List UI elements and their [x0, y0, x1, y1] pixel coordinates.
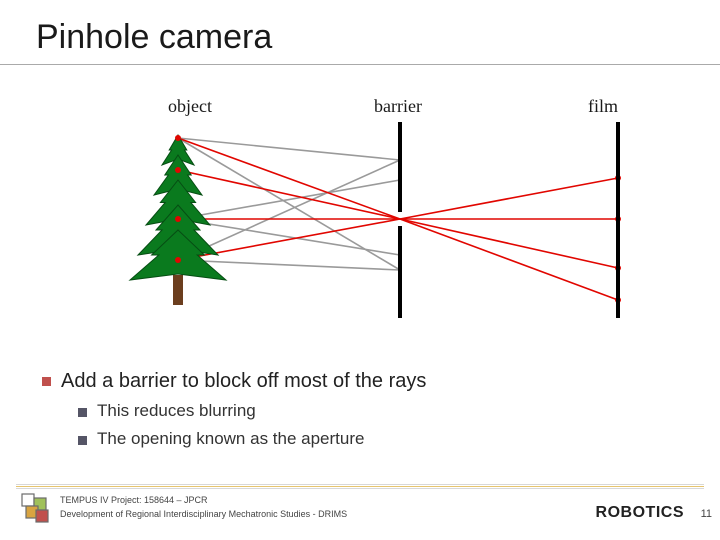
page-number: 11	[701, 508, 712, 520]
bullet-icon	[78, 436, 87, 445]
bullet-sub2-text: The opening known as the aperture	[97, 429, 364, 449]
pinhole-diagram: object barrier film	[110, 100, 640, 330]
slide-title: Pinhole camera	[36, 18, 272, 57]
bullet-sub2: The opening known as the aperture	[78, 429, 692, 449]
label-object: object	[168, 96, 212, 117]
bullet-main-text: Add a barrier to block off most of the r…	[61, 370, 426, 393]
label-film: film	[588, 96, 618, 117]
label-barrier: barrier	[374, 96, 422, 117]
footer-divider	[16, 484, 704, 490]
diagram-svg	[110, 100, 640, 330]
bullet-sub1-text: This reduces blurring	[97, 401, 256, 421]
bullet-icon	[78, 408, 87, 417]
footer-logo-icon	[18, 490, 54, 526]
bullet-sub1: This reduces blurring	[78, 401, 692, 421]
bullet-list: Add a barrier to block off most of the r…	[22, 370, 692, 457]
footer-line2: Development of Regional Interdisciplinar…	[60, 508, 347, 522]
footer-line1: TEMPUS IV Project: 158644 – JPCR	[60, 494, 347, 508]
bullet-main: Add a barrier to block off most of the r…	[42, 370, 692, 393]
footer-right: ROBOTICS	[596, 504, 684, 522]
slide-footer: TEMPUS IV Project: 158644 – JPCR Develop…	[0, 482, 720, 540]
footer-text: TEMPUS IV Project: 158644 – JPCR Develop…	[60, 494, 347, 521]
bullet-icon	[42, 377, 51, 386]
title-underline	[0, 64, 720, 65]
